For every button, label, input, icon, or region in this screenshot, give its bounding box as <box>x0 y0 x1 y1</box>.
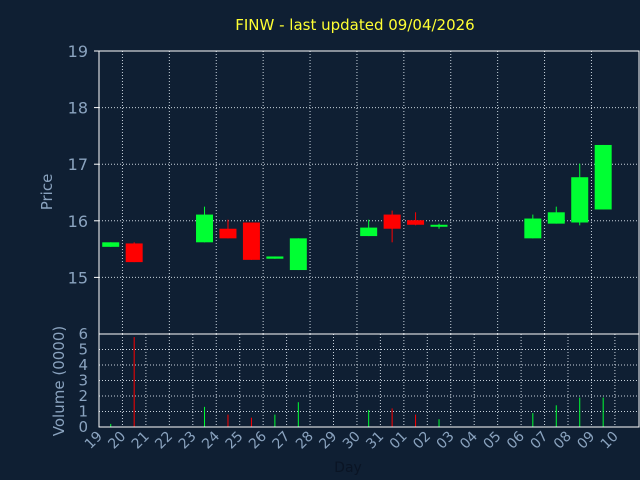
volume-tick-label: 5 <box>78 341 88 359</box>
chart-title: FINW - last updated 09/04/2026 <box>235 16 474 34</box>
candle-up <box>266 256 284 259</box>
price-tick-label: 16 <box>68 212 88 231</box>
volume-panel-frame <box>98 333 640 428</box>
volume-tick-label: 6 <box>78 325 88 343</box>
volume-axis-label: Volume (0000) <box>50 326 68 436</box>
volume-tick-label: 4 <box>78 356 88 374</box>
volume-tick-label: 2 <box>78 387 88 405</box>
volume-tick-label: 1 <box>78 403 88 421</box>
volume-tick-label: 0 <box>78 418 88 436</box>
candle-up <box>360 227 378 237</box>
candle-up <box>594 144 612 210</box>
candle-up <box>571 177 589 223</box>
candle-down <box>125 243 143 263</box>
price-tick-label: 17 <box>68 155 88 174</box>
price-tick-label: 18 <box>68 99 88 118</box>
volume-tick-label: 3 <box>78 372 88 390</box>
candle-up <box>524 218 542 239</box>
y-axis-label: Price <box>38 174 56 211</box>
x-tick-labels: 19 20 21 22 23 24 25 26 27 28 29 30 31 01 02 03 04 05 06 07… <box>82 428 622 452</box>
candle-series <box>102 144 612 271</box>
price-tick-label: 15 <box>68 268 88 287</box>
price-tick-label: 19 <box>68 42 88 61</box>
candle-up <box>289 238 307 271</box>
volume-series <box>110 337 604 427</box>
price-tick-labels: 15 16 17 18 19 <box>68 42 99 287</box>
candle-up <box>196 214 214 243</box>
candle-down <box>383 214 401 229</box>
candle-up <box>102 242 120 247</box>
x-axis-label: Day <box>334 460 362 476</box>
candle-down <box>219 228 237 239</box>
candle-up <box>430 224 448 227</box>
candle-down <box>242 222 260 260</box>
candle-up <box>547 212 565 224</box>
candle-down <box>407 220 425 225</box>
